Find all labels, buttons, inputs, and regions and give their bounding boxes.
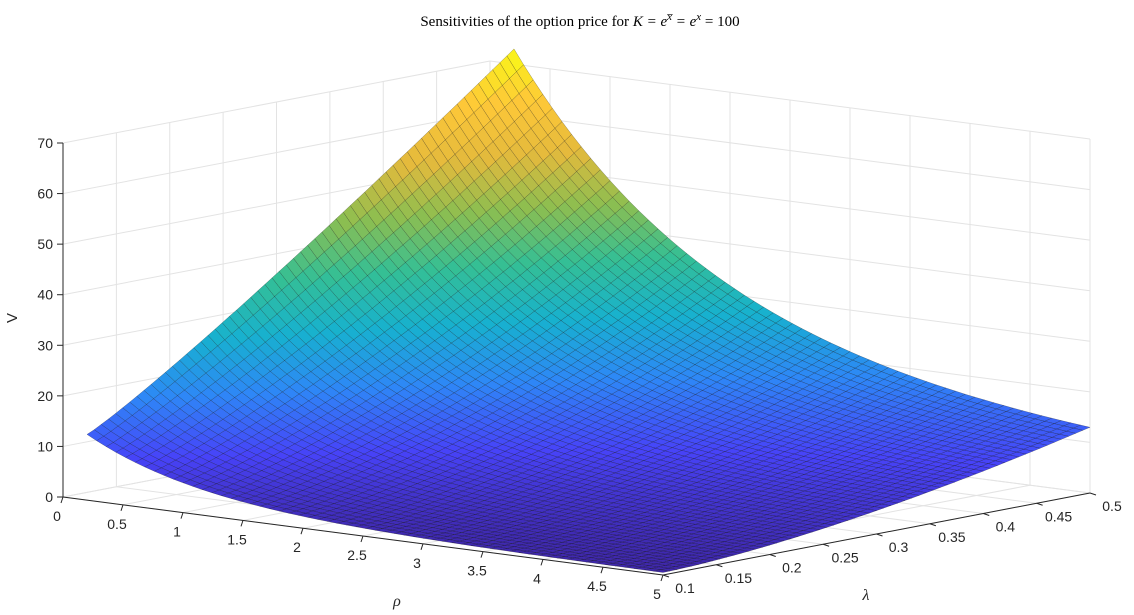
x-tick-label-10: 5 (653, 586, 661, 602)
surface-patch (86, 429, 105, 441)
y-tick-label-1: 0.15 (725, 570, 752, 586)
x-tick-mark-3 (240, 520, 244, 527)
z-tick-label-2: 20 (37, 388, 53, 404)
y-tick-mark-7 (1036, 502, 1043, 506)
x-tick-mark-7 (480, 551, 484, 558)
y-tick-mark-6 (983, 513, 990, 516)
y-tick-label-3: 0.25 (831, 549, 858, 565)
y-axis-label: λ (862, 587, 870, 604)
x-tick-label-6: 3 (413, 555, 421, 571)
side-wall-grid-z-6 (62, 111, 491, 195)
surface-layer (86, 48, 1091, 573)
x-tick-label-5: 2.5 (347, 547, 367, 563)
x-tick-label-4: 2 (293, 539, 301, 555)
y-tick-label-6: 0.4 (996, 519, 1016, 535)
side-wall-grid-z-7 (62, 60, 491, 144)
z-tick-label-4: 40 (37, 287, 53, 303)
x-tick-mark-4 (300, 528, 304, 535)
z-tick-label-5: 50 (37, 236, 53, 252)
x-tick-label-1: 0.5 (107, 516, 127, 532)
x-axis-label: ρ (392, 593, 401, 610)
z-tick-label-3: 30 (37, 337, 53, 353)
x-tick-mark-1 (120, 504, 124, 511)
x-tick-mark-6 (420, 543, 424, 550)
y-tick-label-8: 0.5 (1102, 498, 1122, 514)
y-tick-label-5: 0.35 (938, 529, 965, 545)
y-tick-mark-5 (929, 523, 937, 527)
x-tick-mark-2 (180, 512, 184, 519)
back-wall-grid-z-7 (489, 60, 1091, 140)
y-tick-label-2: 0.2 (782, 560, 802, 576)
z-tick-label-0: 0 (45, 489, 53, 505)
x-tick-label-2: 1 (173, 524, 181, 540)
y-tick-mark-2 (769, 554, 776, 557)
tick-labels: 0 0.5 1 1.5 2 2.5 3 3.5 4 4.5 5 0.1 0.15 0.2 0.25 0.3 0.… (37, 135, 1122, 602)
y-tick-label-7: 0.45 (1045, 508, 1072, 524)
z-axis-label: V (4, 313, 21, 323)
x-tick-label-8: 4 (533, 570, 541, 586)
y-tick-label-0: 0.1 (675, 580, 695, 596)
x-tick-label-0: 0 (53, 508, 61, 524)
y-tick-mark-4 (876, 533, 883, 537)
z-tick-label-1: 10 (37, 438, 53, 454)
x-tick-label-7: 3.5 (467, 563, 487, 579)
x-tick-mark-8 (540, 559, 544, 566)
y-tick-mark-8 (1089, 492, 1097, 496)
x-tick-mark-10 (660, 574, 664, 582)
z-tick-label-6: 60 (37, 186, 53, 202)
x-tick-mark-5 (360, 535, 364, 543)
y-tick-mark-0 (662, 574, 670, 578)
x-tick-label-3: 1.5 (227, 531, 247, 547)
chart-title: Sensitivities of the option price for K … (420, 11, 739, 30)
x-tick-label-9: 4.5 (587, 578, 607, 594)
x-tick-mark-9 (600, 567, 604, 574)
y-tick-mark-3 (822, 543, 830, 547)
x-tick-mark-0 (60, 496, 64, 504)
y-tick-mark-1 (716, 564, 723, 568)
y-tick-label-4: 0.3 (889, 539, 909, 555)
z-tick-label-7: 70 (37, 135, 53, 151)
back-wall-grid-z-6 (489, 111, 1091, 191)
